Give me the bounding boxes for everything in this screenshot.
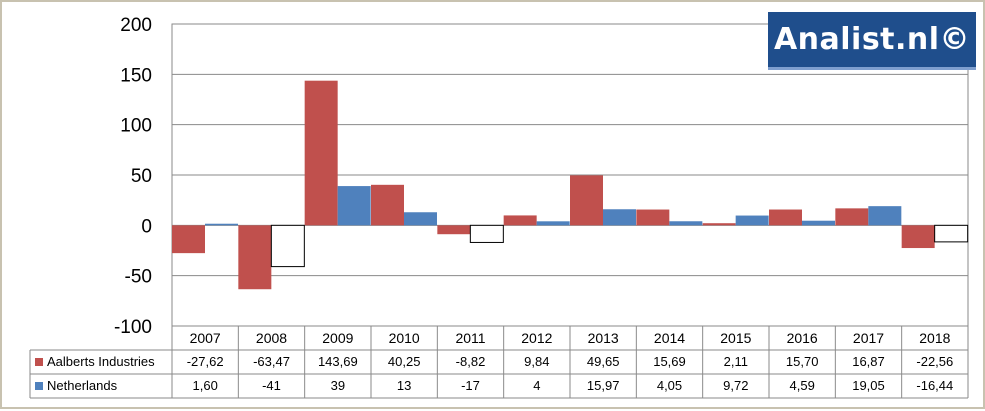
y-tick-label: 50 — [131, 166, 152, 187]
data-value-label: 4 — [533, 378, 540, 393]
bar-aalberts-2015 — [702, 223, 736, 226]
x-category-label: 2017 — [853, 330, 884, 346]
data-value-label: 9,84 — [524, 354, 549, 369]
data-value-label: 19,05 — [852, 378, 885, 393]
bar-netherlands-2016 — [802, 220, 835, 226]
legend-swatch — [35, 382, 43, 390]
bar-aalberts-2018 — [901, 225, 935, 249]
bar-aalberts-2017 — [835, 208, 869, 226]
y-tick-label: 100 — [120, 116, 152, 137]
data-value-label: 9,72 — [723, 378, 748, 393]
x-category-label: 2013 — [588, 330, 619, 346]
data-value-label: -17 — [461, 378, 480, 393]
data-table: 2007 2008 2009 2010 2011 2012 2013 2014 2015 2016… — [29, 325, 969, 399]
data-value-label: -63,47 — [253, 354, 290, 369]
x-category-label: 2014 — [654, 330, 685, 346]
x-category-label: 2015 — [720, 330, 751, 346]
bar-aalberts-2012 — [503, 215, 537, 226]
bar-aalberts-2016 — [769, 209, 802, 226]
data-value-label: 15,97 — [587, 378, 620, 393]
data-value-label: 2,11 — [724, 354, 748, 369]
data-value-label: 15,70 — [786, 354, 819, 369]
data-value-label: -16,44 — [916, 378, 953, 393]
bar-aalberts-2011 — [437, 225, 471, 235]
bar-netherlands-2008 — [270, 224, 305, 268]
bar-aalberts-2014 — [636, 209, 670, 226]
bar-netherlands-2011 — [469, 224, 504, 243]
bar-netherlands-2017 — [868, 206, 902, 226]
data-value-label: 39 — [331, 378, 345, 393]
data-value-label: 40,25 — [388, 354, 421, 369]
analist-logo: Analist.nl© — [768, 12, 976, 70]
y-tick-label: -50 — [125, 267, 152, 288]
x-category-label: 2009 — [322, 330, 353, 346]
data-value-label: 4,05 — [657, 378, 682, 393]
bar-aalberts-2013 — [570, 175, 603, 226]
bar-netherlands-2015 — [735, 215, 769, 226]
bar-netherlands-2018 — [934, 224, 969, 243]
x-category-label: 2011 — [455, 330, 485, 346]
bar-netherlands-2012 — [536, 221, 570, 226]
y-tick-label: 200 — [120, 15, 152, 36]
y-tick-label: 150 — [120, 65, 152, 86]
x-category-label: 2007 — [190, 330, 221, 346]
x-category-label: 2016 — [787, 330, 818, 346]
data-value-label: 143,69 — [318, 354, 358, 369]
bar-netherlands-2013 — [603, 209, 636, 226]
data-value-label: -8,82 — [456, 354, 486, 369]
x-category-label: 2008 — [256, 330, 287, 346]
x-category-label: 2018 — [919, 330, 950, 346]
data-value-label: 49,65 — [587, 354, 620, 369]
bar-netherlands-2007 — [205, 223, 238, 226]
bars — [172, 80, 969, 290]
data-value-label: 1,60 — [193, 378, 218, 393]
data-value-label: -41 — [262, 378, 281, 393]
data-value-label: 13 — [397, 378, 411, 393]
x-category-label: 2012 — [521, 330, 552, 346]
legend-swatch — [35, 358, 43, 366]
bar-netherlands-2014 — [669, 221, 703, 226]
data-value-label: -27,62 — [187, 354, 224, 369]
y-axis-ticks: 200 150 100 50 0 -50 -100 — [114, 15, 152, 338]
bar-aalberts-2008 — [238, 225, 272, 290]
bar-netherlands-2009 — [337, 186, 371, 226]
data-value-label: 4,59 — [790, 378, 815, 393]
data-value-label: 15,69 — [653, 354, 686, 369]
y-tick-label: 0 — [141, 216, 152, 237]
legend-series-name: Aalberts Industries — [47, 354, 155, 369]
data-value-label: -22,56 — [916, 354, 953, 369]
bar-netherlands-2010 — [404, 212, 437, 226]
bar-aalberts-2007 — [172, 225, 205, 254]
bar-aalberts-2010 — [371, 184, 404, 226]
y-tick-label: -100 — [114, 317, 152, 338]
legend-series-name: Netherlands — [47, 378, 118, 393]
data-value-label: 16,87 — [852, 354, 885, 369]
x-category-label: 2010 — [389, 330, 420, 346]
bar-aalberts-2009 — [304, 80, 338, 226]
